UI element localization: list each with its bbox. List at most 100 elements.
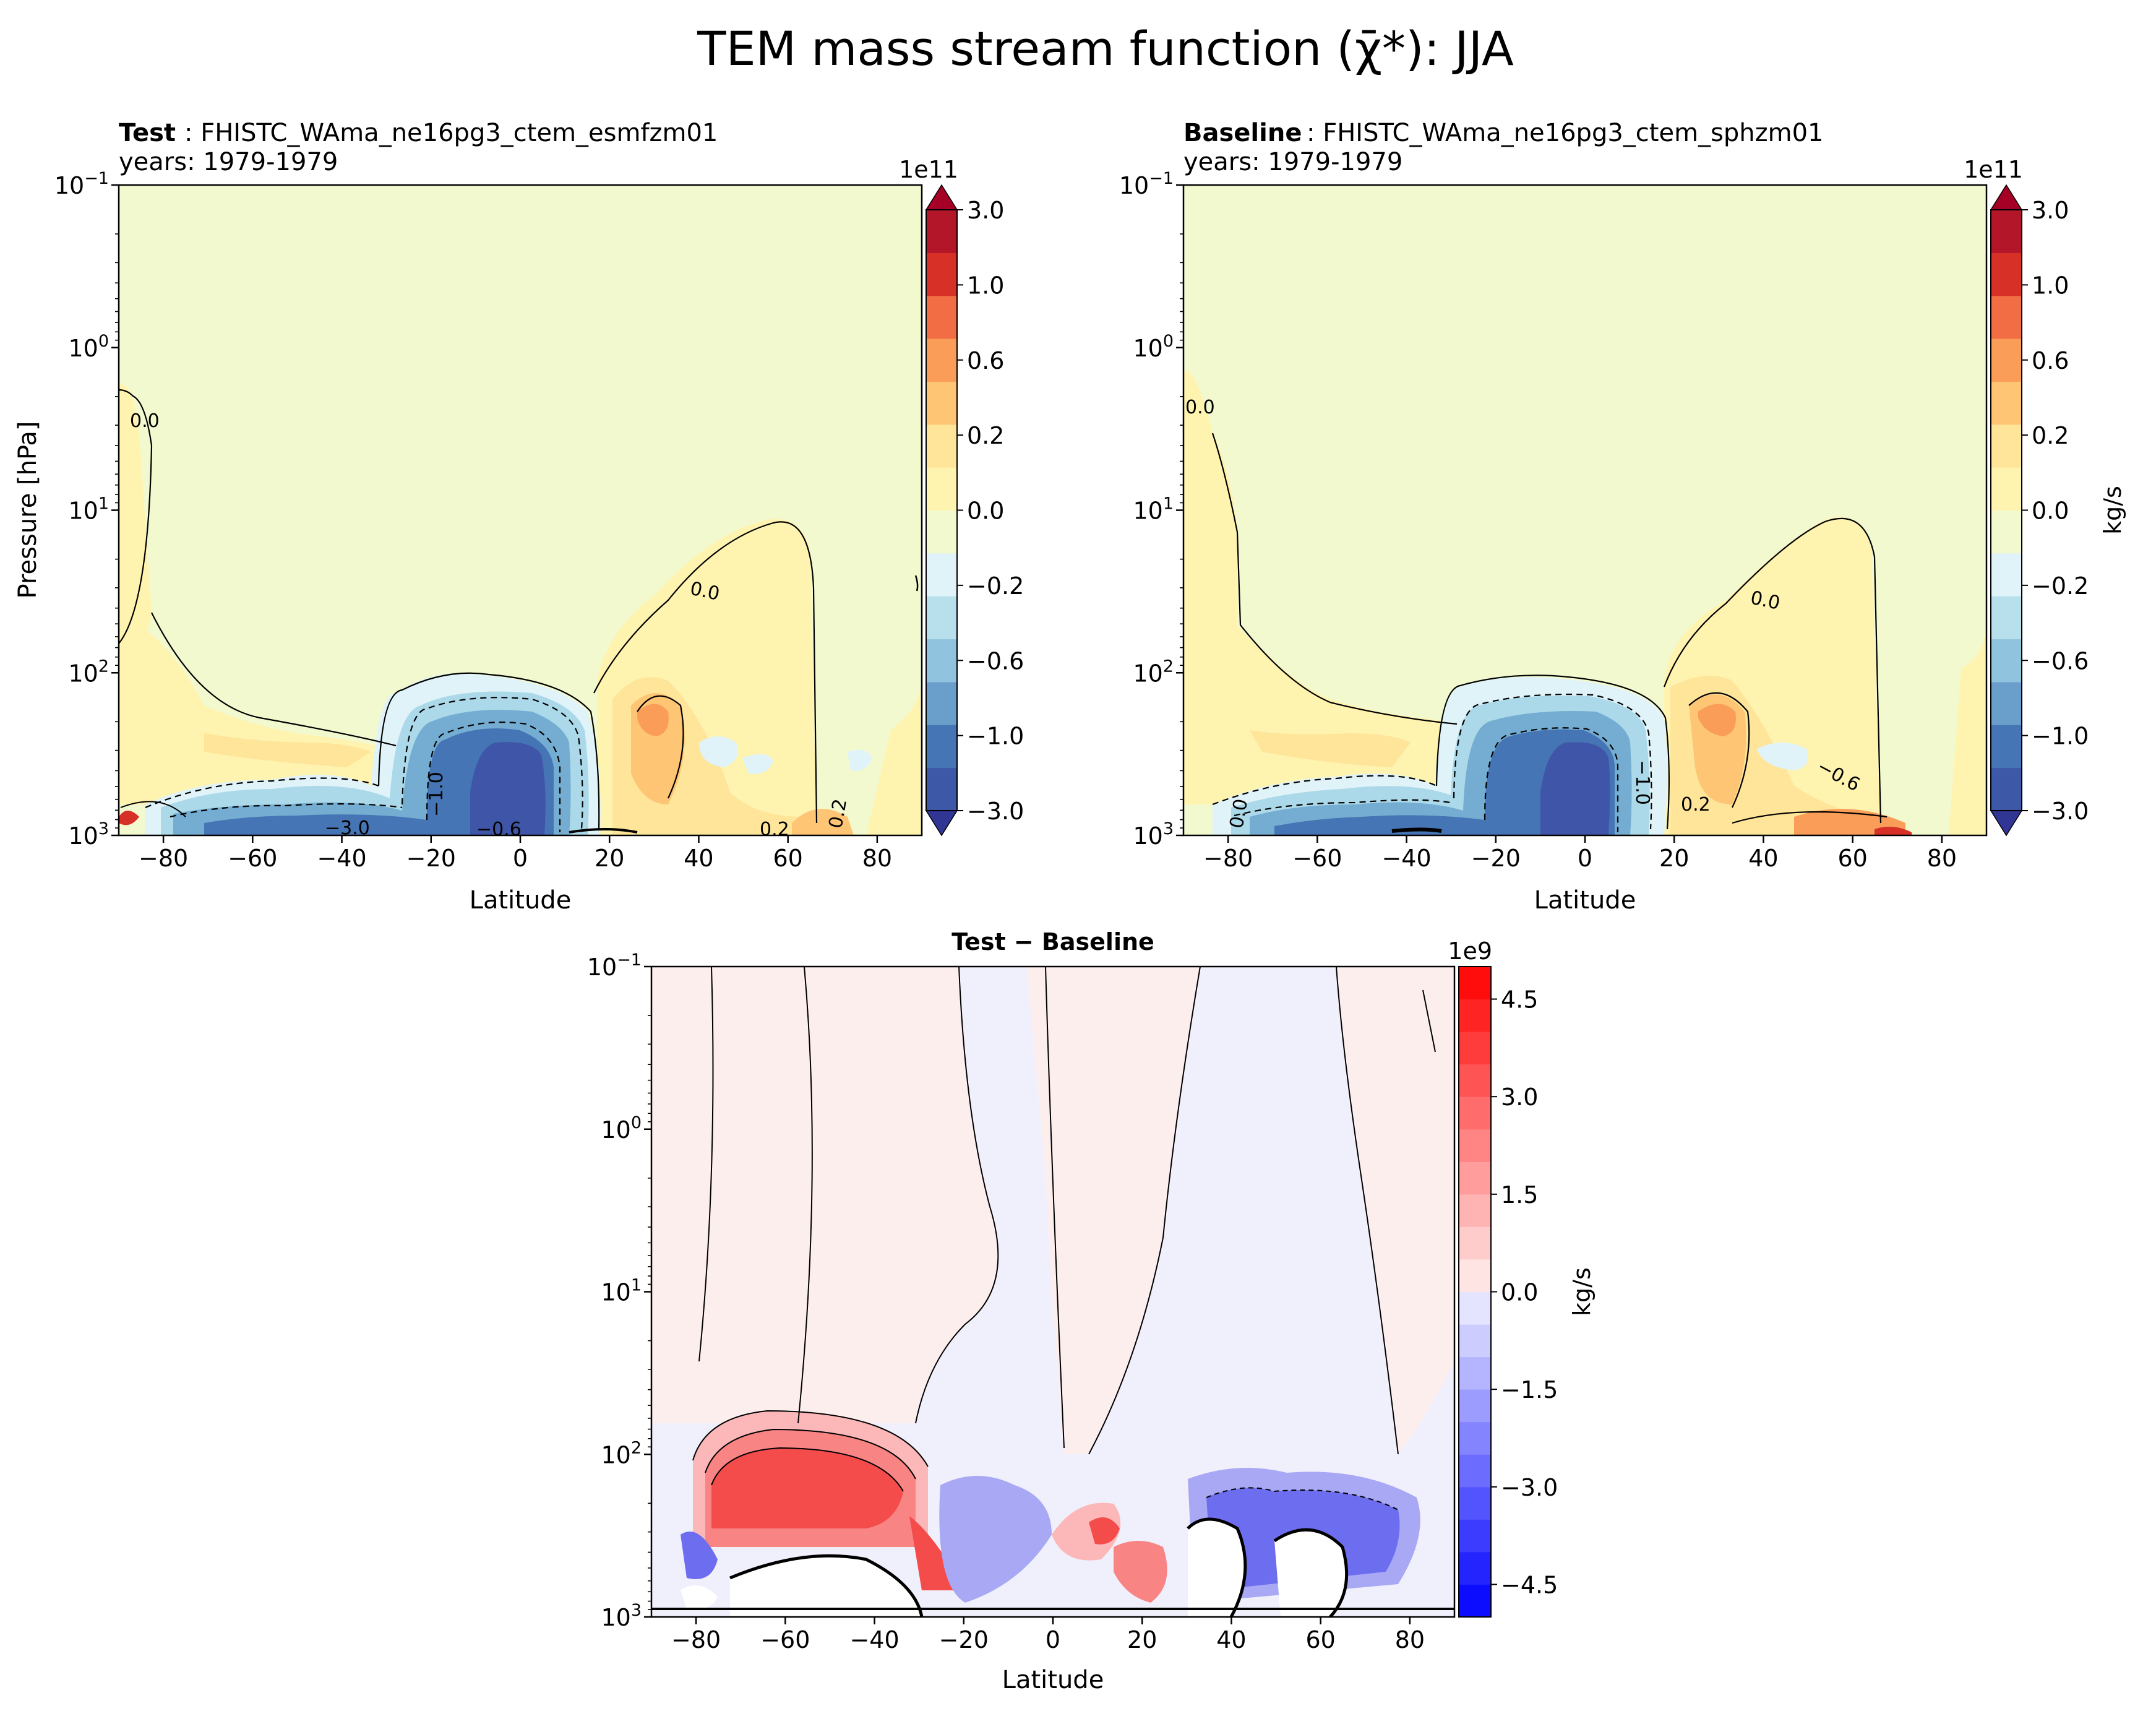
colorbar-tick-label: −4.5	[1501, 1571, 1558, 1598]
y-tick-label: 103	[1133, 819, 1174, 850]
x-tick-label: 20	[1659, 845, 1689, 872]
colorbar-tick-label: −1.0	[2032, 723, 2089, 750]
panel-test: Test : FHISTC_WAma_ne16pg3_ctem_esmfzm01…	[14, 119, 923, 915]
colorbar-tick-label: −0.6	[2032, 647, 2089, 674]
colorbar-tick-label: 1.5	[1501, 1181, 1538, 1209]
colorbar-extend-min	[925, 810, 958, 837]
x-tick-label: −20	[939, 1626, 989, 1653]
colorbar-tick-label: 0.0	[2032, 498, 2069, 525]
panel-test-xlabel: Latitude	[470, 886, 572, 915]
x-tick-label: −20	[1471, 845, 1521, 872]
colorbar-band	[1459, 1259, 1491, 1292]
panel-test-ylabel: Pressure [hPa]	[14, 421, 42, 599]
y-tick-label: 101	[601, 1276, 642, 1306]
colorbar-tick-label: −0.6	[967, 647, 1024, 674]
colorbar-tick-label: 3.0	[1501, 1084, 1538, 1111]
colorbar-band	[926, 725, 957, 769]
colorbar-tick-label: −1.0	[967, 723, 1024, 750]
colorbar-band	[1991, 467, 2022, 511]
colorbar-band	[1459, 1129, 1491, 1162]
diff-negative-blobs	[939, 1476, 1052, 1603]
panel-test-yticks: 10−1 100 101 102 103	[54, 169, 119, 850]
x-tick-label: 60	[1305, 1626, 1335, 1653]
colorbar-band	[1459, 1291, 1491, 1325]
colorbar-band	[1459, 1584, 1491, 1618]
panel-baseline-yticks: 10−1 100 101 102 103	[1119, 169, 1183, 850]
x-tick-label: −60	[1292, 845, 1342, 872]
colorbar-difference: 4.5 3.0 1.5 0.0 −1.5 −3.0 −4.5 1e9 kg/s	[1448, 937, 1596, 1618]
x-tick-label: −80	[139, 845, 188, 872]
y-tick-label: 10−1	[1119, 169, 1174, 199]
y-tick-label: 102	[1133, 657, 1174, 687]
panel-test-subtitle: years: 1979-1979	[119, 148, 338, 176]
y-tick-label: 102	[68, 657, 109, 687]
diff-positive-band	[651, 967, 999, 1423]
colorbar-band	[1459, 1389, 1491, 1423]
colorbar-band	[926, 467, 957, 511]
colorbar-band	[1991, 210, 2022, 253]
colorbar-tick-label: 0.6	[2032, 347, 2069, 374]
y-tick-label: 100	[68, 332, 109, 362]
colorbar-extend-max	[925, 184, 958, 210]
colorbar-band	[926, 338, 957, 382]
colorbar-band	[1459, 999, 1491, 1032]
y-tick-label: 103	[68, 819, 109, 850]
panel-baseline-title-bold: Baseline	[1183, 119, 1302, 147]
colorbar-tick-label: −3.0	[2032, 798, 2089, 825]
colorbar-extend-max	[1990, 184, 2023, 210]
x-tick-label: 40	[1216, 1626, 1246, 1653]
colorbar-multiplier: 1e11	[899, 156, 958, 183]
colorbar-label: kg/s	[2099, 486, 2126, 535]
panel-difference: Test − Baseline	[587, 928, 1456, 1694]
x-tick-label: 40	[1748, 845, 1778, 872]
x-tick-label: 20	[1127, 1626, 1157, 1653]
colorbar-multiplier: 1e11	[1964, 156, 2023, 183]
x-tick-label: −60	[760, 1626, 810, 1653]
panel-baseline-field: 0.0 0.0 0.0 −1.0 0.2 −0.6	[1183, 185, 1986, 835]
colorbar-band	[1991, 767, 2022, 811]
panel-baseline-xlabel: Latitude	[1534, 886, 1636, 915]
x-tick-label: −40	[317, 845, 366, 872]
test-contour-label: 0.2	[760, 819, 789, 840]
test-contour-label: 0.2	[825, 797, 851, 830]
baseline-contour-label: −1.0	[1631, 760, 1653, 805]
colorbar-tick-label: −3.0	[967, 798, 1024, 825]
figure-suptitle: TEM mass stream function (χ̄*): JJA	[697, 21, 1514, 76]
colorbar-tick-label: 3.0	[967, 197, 1004, 224]
x-tick-label: 80	[1927, 845, 1957, 872]
baseline-positive-region-south	[1183, 371, 1454, 804]
x-tick-label: 0	[513, 845, 528, 872]
colorbar-band	[1459, 1032, 1491, 1065]
colorbar-baseline: 3.0 1.0 0.6 0.2 0.0 −0.2 −0.6 −1.0 −3.0 1e11 kg/s	[1964, 156, 2126, 837]
x-tick-label: 80	[1395, 1626, 1425, 1653]
test-positive-region-south	[119, 383, 152, 656]
y-tick-label: 10−1	[54, 169, 109, 199]
panel-difference-xticks: −80 −60 −40 −20 0 20 40 60 80	[671, 1617, 1425, 1653]
colorbar-band	[1991, 295, 2022, 339]
colorbar-band	[926, 252, 957, 296]
panel-difference-yticks: 10−1 100 101 102 103	[587, 950, 651, 1631]
colorbar-tick-label: −3.0	[1501, 1474, 1558, 1501]
panel-difference-xlabel: Latitude	[1002, 1666, 1104, 1694]
colorbar-tick-label: 3.0	[2032, 197, 2069, 224]
colorbar-extend-min	[1990, 810, 2023, 837]
colorbar-band	[1991, 381, 2022, 425]
test-contour-label: −0.6	[476, 819, 522, 840]
colorbar-band	[1459, 1421, 1491, 1455]
x-tick-label: −40	[849, 1626, 899, 1653]
panel-test-field: 0.0 0.0 −1.0 −3.0 −0.6 0.2 0.2	[119, 185, 922, 840]
colorbar-band	[1991, 338, 2022, 382]
colorbar-band	[1459, 1324, 1491, 1358]
colorbar-tick-label: 0.0	[967, 498, 1004, 525]
panel-baseline: Baseline : FHISTC_WAma_ne16pg3_ctem_sphz…	[1119, 119, 1988, 915]
colorbar-tick-label: 1.0	[967, 272, 1004, 299]
y-tick-label: 100	[1133, 332, 1174, 362]
x-tick-label: 20	[595, 845, 624, 872]
colorbar-band	[1459, 1519, 1491, 1553]
colorbar-multiplier: 1e9	[1448, 937, 1492, 965]
x-tick-label: 60	[773, 845, 802, 872]
colorbar-band	[1459, 1356, 1491, 1390]
x-tick-label: −80	[671, 1626, 721, 1653]
colorbar-tick-label: −0.2	[2032, 572, 2089, 600]
